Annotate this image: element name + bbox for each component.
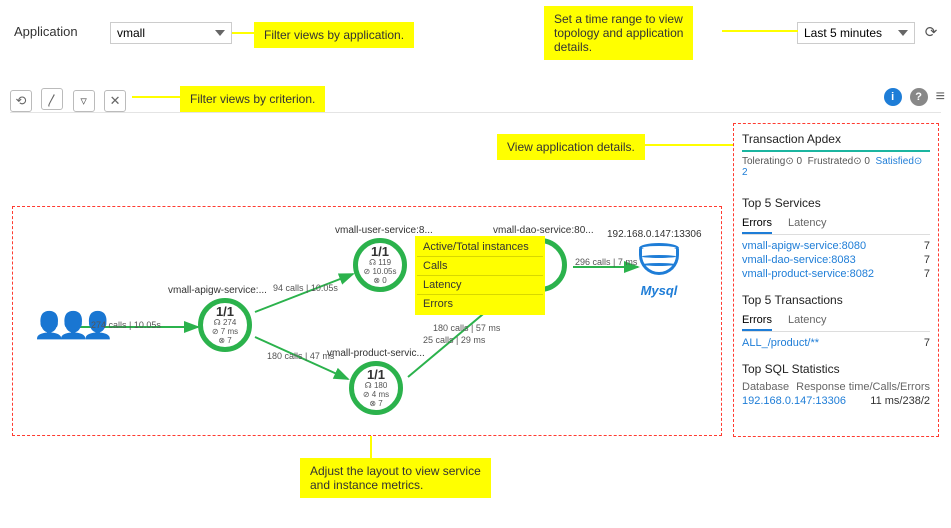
trend-icon[interactable]: 〳: [41, 88, 63, 110]
node-errors: ⊗ 0: [373, 277, 386, 286]
row-name[interactable]: ALL_/product/**: [742, 337, 819, 349]
node-errors: ⊗ 7: [369, 400, 382, 409]
legend-errors: Errors: [417, 295, 543, 313]
callout-lead: [370, 436, 372, 458]
help-icon[interactable]: ?: [910, 88, 928, 106]
sql-col-db: Database: [742, 381, 789, 393]
node-apigw[interactable]: 1/1 ☊ 274 ⊘ 7 ms ⊗ 7: [198, 298, 252, 352]
details-panel: Transaction Apdex Tolerating⊙ 0 Frustrat…: [733, 123, 939, 437]
apdex-title: Transaction Apdex: [742, 132, 930, 146]
application-select[interactable]: vmall: [110, 22, 232, 44]
right-toolbar: i ? ≡: [884, 88, 945, 106]
edge-users-apigw: 274 calls | 10.05s: [91, 320, 161, 330]
top-tx-title: Top 5 Transactions: [742, 293, 930, 307]
node-errors: ⊗ 7: [218, 337, 231, 346]
tab-errors[interactable]: Errors: [742, 214, 772, 234]
edge-product-dao: 180 calls | 57 ms: [433, 323, 500, 333]
application-label: Application: [14, 24, 78, 39]
mysql-label: Mysql: [639, 283, 679, 298]
top-services-title: Top 5 Services: [742, 196, 930, 210]
filter-toolbar: ⟲ 〳 ▿ ✕: [10, 88, 941, 110]
recent-icon[interactable]: ⟲: [10, 90, 32, 112]
metric-legend: Active/Total instances Calls Latency Err…: [415, 236, 545, 315]
node-product[interactable]: 1/1 ☊ 180 ⊘ 4 ms ⊗ 7: [349, 361, 403, 415]
apdex-summary: Tolerating⊙ 0 Frustrated⊙ 0 Satisfied⊙ 2: [742, 152, 930, 184]
legend-instances: Active/Total instances: [417, 238, 543, 257]
callout-adjust-layout: Adjust the layout to view service and in…: [300, 458, 491, 498]
row-value: 7: [924, 337, 930, 349]
node-dao-label: vmall-dao-service:80...: [493, 225, 594, 236]
database-icon: [639, 243, 679, 283]
row-name[interactable]: vmall-product-service:8082: [742, 268, 874, 280]
list-item[interactable]: ALL_/product/** 7: [742, 336, 930, 350]
settings-icon[interactable]: ≡: [936, 88, 945, 106]
tab-latency[interactable]: Latency: [788, 311, 827, 331]
tab-latency[interactable]: Latency: [788, 214, 827, 234]
row-value: 7: [924, 268, 930, 280]
row-value: 11 ms/238/2: [870, 395, 930, 407]
top-sql-title: Top SQL Statistics: [742, 362, 930, 376]
divider: [10, 112, 941, 113]
mysql-node[interactable]: Mysql: [639, 243, 679, 298]
callout-lead: [232, 32, 254, 34]
callout-lead: [644, 144, 734, 146]
sql-col-resp: Response time/Calls/Errors: [796, 381, 930, 393]
edge-apigw-product: 180 calls | 47 ms: [267, 351, 334, 361]
list-item[interactable]: 192.168.0.147:13306 11 ms/238/2: [742, 394, 930, 408]
legend-latency: Latency: [417, 276, 543, 295]
node-ratio: 1/1: [216, 305, 234, 319]
list-item[interactable]: vmall-dao-service:8083 7: [742, 253, 930, 267]
callout-time-range: Set a time range to view topology and ap…: [544, 6, 693, 60]
row-name[interactable]: vmall-dao-service:8083: [742, 254, 856, 266]
node-ratio: 1/1: [367, 368, 385, 382]
refresh-icon[interactable]: ⟳: [921, 22, 941, 42]
edge-user-dao: 25 calls | 29 ms: [423, 335, 485, 345]
timerange-select[interactable]: Last 5 minutes: [797, 22, 915, 44]
info-icon[interactable]: i: [884, 88, 902, 106]
list-item[interactable]: vmall-apigw-service:8080 7: [742, 239, 930, 253]
row-name[interactable]: vmall-apigw-service:8080: [742, 240, 866, 252]
row-value: 7: [924, 240, 930, 252]
legend-calls: Calls: [417, 257, 543, 276]
node-product-label: vmall-product-servic...: [327, 348, 425, 359]
node-user[interactable]: 1/1 ☊ 119 ⊘ 10.05s ⊗ 0: [353, 238, 407, 292]
node-ratio: 1/1: [371, 245, 389, 259]
list-item[interactable]: vmall-product-service:8082 7: [742, 267, 930, 281]
filter-icon[interactable]: ▿: [73, 90, 95, 112]
node-apigw-label: vmall-apigw-service:...: [168, 285, 267, 296]
topology-canvas: 👤👤👤 1/1 ☊ 274 ⊘ 7 ms ⊗ 7 vmall-apigw-ser…: [12, 206, 722, 436]
mysql-host-label: 192.168.0.147:13306: [607, 229, 702, 240]
edge-apigw-user: 94 calls | 10.05s: [273, 283, 338, 293]
clear-icon[interactable]: ✕: [104, 90, 126, 112]
row-name[interactable]: 192.168.0.147:13306: [742, 395, 846, 407]
node-user-label: vmall-user-service:8...: [335, 225, 433, 236]
tab-errors[interactable]: Errors: [742, 311, 772, 331]
callout-filter-application: Filter views by application.: [254, 22, 414, 48]
callout-view-details: View application details.: [497, 134, 645, 160]
row-value: 7: [924, 254, 930, 266]
callout-lead: [722, 30, 798, 32]
edge-dao-mysql: 296 calls | 7 ms: [575, 257, 637, 267]
